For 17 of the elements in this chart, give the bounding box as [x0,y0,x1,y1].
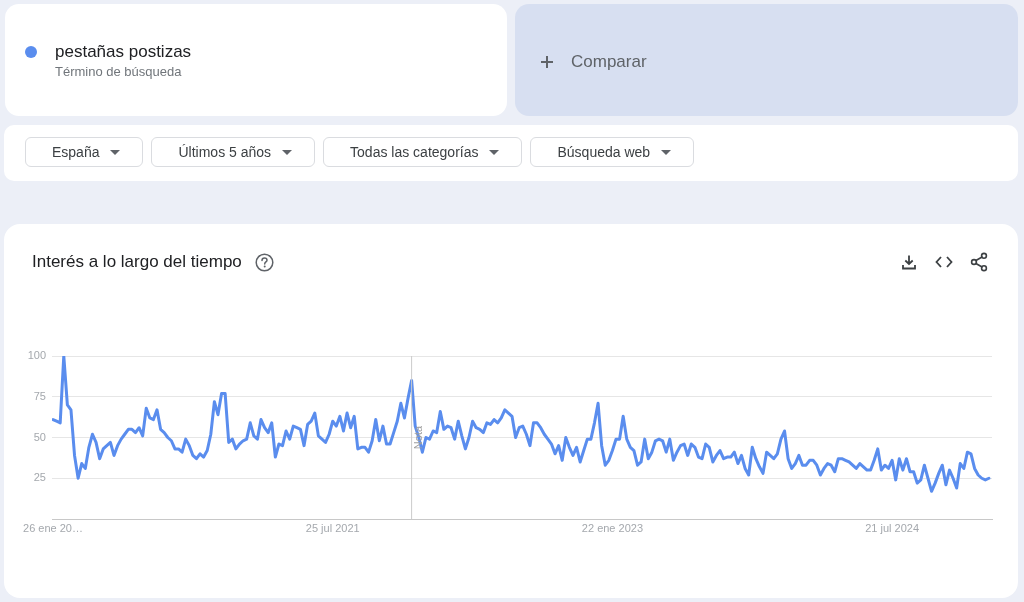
ref-line-label: Nota [411,425,424,450]
y-tick-label: 100 [27,349,46,362]
x-tick-label: 26 ene 20… [23,521,83,534]
text: Comparar [571,52,647,72]
text: Término de búsqueda [55,64,183,80]
text: España [52,144,100,160]
chart-title: Interés a lo largo del tiempo [32,252,242,272]
x-tick-label: 22 ene 2023 [581,521,643,534]
x-tick-label: 21 jul 2024 [865,521,920,534]
text: Búsqueda web [557,144,651,160]
text: Últimos 5 años [178,144,272,160]
y-tick-label: 25 [33,471,46,484]
y-tick-label: 75 [33,389,46,402]
text: Todas las categorías [350,144,479,160]
x-tick-label: 25 jul 2021 [305,521,360,534]
legend-label: pestañas postizas [55,42,192,62]
y-tick-label: 50 [33,430,46,443]
